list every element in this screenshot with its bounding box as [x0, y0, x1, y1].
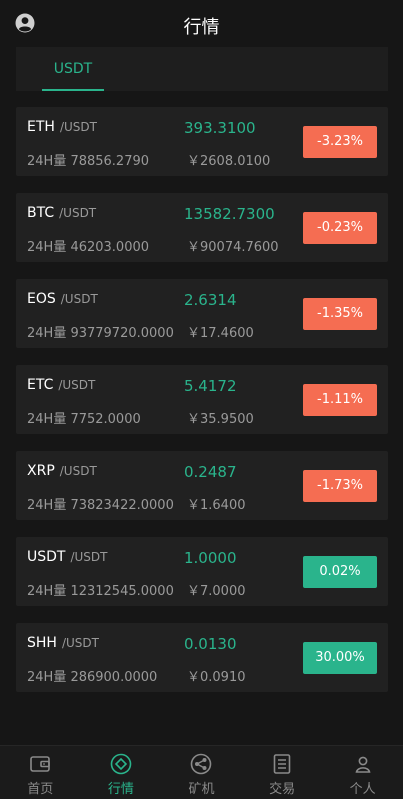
nav-label: 行情 — [107, 782, 134, 797]
nav-label: 个人 — [349, 782, 376, 797]
cny-price: ￥90074.7600 — [187, 240, 279, 255]
last-price: 0.2487 — [184, 463, 237, 481]
symbol-name: EOS — [27, 291, 56, 307]
cny-price: ￥0.0910 — [187, 670, 246, 685]
quote-currency: /USDT — [70, 550, 108, 564]
symbol-name: BTC — [27, 205, 55, 221]
quote-currency: /USDT — [59, 206, 97, 220]
market-card-eth[interactable]: ETH/USDT 24H量 78856.2790 393.3100 ￥2608.010… — [16, 107, 388, 176]
last-price: 2.6314 — [184, 291, 237, 309]
nav-item-5[interactable]: 个人 — [322, 746, 403, 799]
symbol-name: ETH — [27, 119, 55, 135]
market-list: ETH/USDT 24H量 78856.2790 393.3100 ￥2608.010… — [16, 107, 388, 709]
nav-item-3[interactable]: 矿机 — [161, 746, 242, 799]
diamond-circle-icon — [110, 753, 132, 775]
quote-currency: /USDT — [59, 120, 97, 134]
market-symbol: SHH/USDT — [27, 635, 99, 651]
nav-item-4[interactable]: 交易 — [242, 746, 323, 799]
bottom-nav: 首页 行情 矿机 交易 个人 — [0, 745, 403, 799]
market-tabs: USDT — [16, 47, 388, 91]
volume-24h: 24H量 7752.0000 — [27, 412, 141, 427]
nav-label: 交易 — [269, 782, 296, 797]
nav-label: 首页 — [27, 782, 54, 797]
symbol-name: USDT — [27, 549, 66, 565]
quote-currency: /USDT — [60, 292, 98, 306]
nav-item-1[interactable]: 首页 — [0, 746, 81, 799]
tab-usdt[interactable]: USDT — [42, 47, 104, 91]
change-badge[interactable]: -1.11% — [303, 384, 377, 416]
person-icon — [355, 756, 371, 773]
page-title: 行情 — [183, 17, 220, 38]
market-card-usdt[interactable]: USDT/USDT 24H量 12312545.0000 1.0000 ￥7.0000… — [16, 537, 388, 606]
market-card-btc[interactable]: BTC/USDT 24H量 46203.0000 13582.7300 ￥90074.… — [16, 193, 388, 262]
market-card-shh[interactable]: SHH/USDT 24H量 286900.0000 0.0130 ￥0.0910 30.… — [16, 623, 388, 692]
market-symbol: BTC/USDT — [27, 205, 96, 221]
change-badge[interactable]: 0.02% — [303, 556, 377, 588]
market-card-eos[interactable]: EOS/USDT 24H量 93779720.0000 2.6314 ￥17.4600… — [16, 279, 388, 348]
volume-24h: 24H量 73823422.0000 — [27, 498, 174, 513]
volume-24h: 24H量 78856.2790 — [27, 154, 150, 169]
quote-currency: /USDT — [58, 378, 96, 392]
cny-price: ￥2608.0100 — [187, 154, 271, 169]
change-badge[interactable]: -1.73% — [303, 470, 377, 502]
user-circle-icon[interactable] — [15, 13, 35, 33]
change-badge[interactable]: -3.23% — [303, 126, 377, 158]
market-symbol: USDT/USDT — [27, 549, 107, 565]
volume-24h: 24H量 12312545.0000 — [27, 584, 174, 599]
symbol-name: ETC — [27, 377, 54, 393]
last-price: 13582.7300 — [184, 205, 275, 223]
last-price: 0.0130 — [184, 635, 237, 653]
change-badge[interactable]: -1.35% — [303, 298, 377, 330]
symbol-name: XRP — [27, 463, 55, 479]
volume-24h: 24H量 46203.0000 — [27, 240, 150, 255]
nav-item-2[interactable]: 行情 — [81, 746, 162, 799]
nav-label: 矿机 — [188, 782, 215, 797]
market-symbol: EOS/USDT — [27, 291, 98, 307]
document-list-icon — [273, 754, 291, 774]
share-nodes-icon — [191, 753, 212, 775]
header: 行情 — [0, 0, 403, 48]
market-card-etc[interactable]: ETC/USDT 24H量 7752.0000 5.4172 ￥35.9500 -1.1… — [16, 365, 388, 434]
cny-price: ￥1.6400 — [187, 498, 246, 513]
quote-currency: /USDT — [59, 464, 97, 478]
cny-price: ￥17.4600 — [187, 326, 254, 341]
change-badge[interactable]: -0.23% — [303, 212, 377, 244]
market-card-xrp[interactable]: XRP/USDT 24H量 73823422.0000 0.2487 ￥1.6400 -… — [16, 451, 388, 520]
last-price: 1.0000 — [184, 549, 237, 567]
cny-price: ￥7.0000 — [187, 584, 246, 599]
quote-currency: /USDT — [61, 636, 99, 650]
last-price: 5.4172 — [184, 377, 237, 395]
market-symbol: XRP/USDT — [27, 463, 97, 479]
market-symbol: ETC/USDT — [27, 377, 95, 393]
symbol-name: SHH — [27, 635, 57, 651]
volume-24h: 24H量 286900.0000 — [27, 670, 158, 685]
volume-24h: 24H量 93779720.0000 — [27, 326, 174, 341]
last-price: 393.3100 — [184, 119, 256, 137]
cny-price: ￥35.9500 — [187, 412, 254, 427]
wallet-icon — [30, 756, 51, 772]
market-symbol: ETH/USDT — [27, 119, 97, 135]
change-badge[interactable]: 30.00% — [303, 642, 377, 674]
